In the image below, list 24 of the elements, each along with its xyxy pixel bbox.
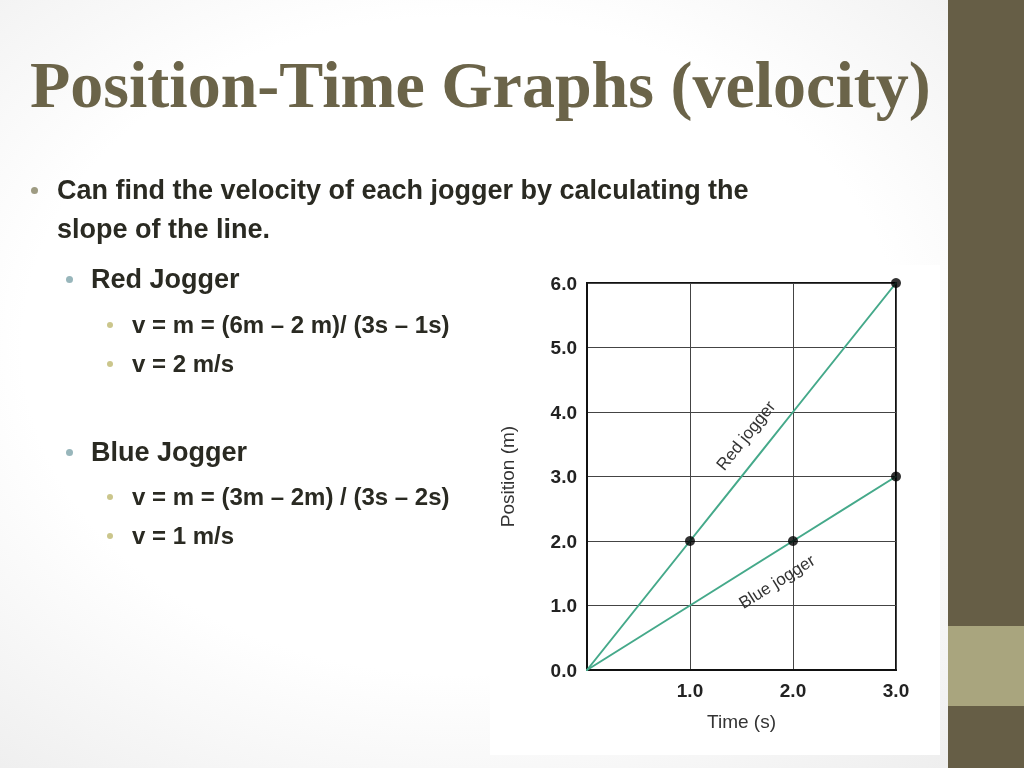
y-tick-label: 6.0	[550, 272, 577, 294]
y-tick-label: 3.0	[550, 466, 577, 487]
point	[891, 471, 901, 482]
text: v = 2 m/s	[132, 349, 235, 379]
text: v = 1 m/s	[132, 521, 235, 551]
text: Blue Jogger	[91, 436, 248, 469]
point	[891, 278, 901, 288]
y-tick-label: 1.0	[550, 595, 577, 616]
text: Red Jogger	[91, 263, 240, 296]
x-tick-label: 1.0	[676, 680, 704, 701]
x-axis-title: Time (s)	[707, 711, 776, 732]
y-tick-label: 0.0	[550, 659, 577, 681]
x-tick-label: 3.0	[882, 680, 910, 701]
x-tick-label: 2.0	[779, 680, 807, 701]
point	[788, 536, 798, 546]
point	[685, 536, 695, 546]
y-axis-title: Position (m)	[497, 425, 518, 528]
chart-title: Position-Time Graphs (velocity)	[30, 47, 931, 123]
text: v = m = (3m – 2m) / (3s – 2s)	[132, 482, 450, 512]
y-tick-label: 4.0	[550, 401, 577, 423]
y-tick-label: 2.0	[550, 530, 577, 552]
y-tick-label: 5.0	[550, 337, 577, 358]
text: v = m = (6m – 2 m)/ (3s – 1s)	[132, 310, 450, 340]
text: Can find the velocity of each jogger by calculating the slope of the line.	[57, 173, 750, 246]
